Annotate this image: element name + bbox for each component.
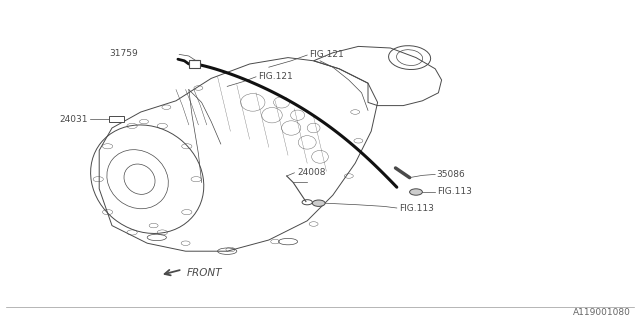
Text: FIG.121: FIG.121 [309,50,344,59]
Text: 24031: 24031 [60,115,88,124]
FancyBboxPatch shape [189,60,200,68]
Text: 24008: 24008 [298,168,326,177]
Text: A119001080: A119001080 [573,308,630,317]
Text: FIG.113: FIG.113 [437,188,472,196]
Text: FIG.113: FIG.113 [399,204,433,212]
Text: FRONT: FRONT [187,268,222,278]
Text: 35086: 35086 [436,170,465,179]
Text: 31759: 31759 [109,49,138,58]
Circle shape [410,189,422,195]
Text: FIG.121: FIG.121 [258,72,292,81]
FancyBboxPatch shape [109,116,124,122]
Circle shape [312,200,325,206]
